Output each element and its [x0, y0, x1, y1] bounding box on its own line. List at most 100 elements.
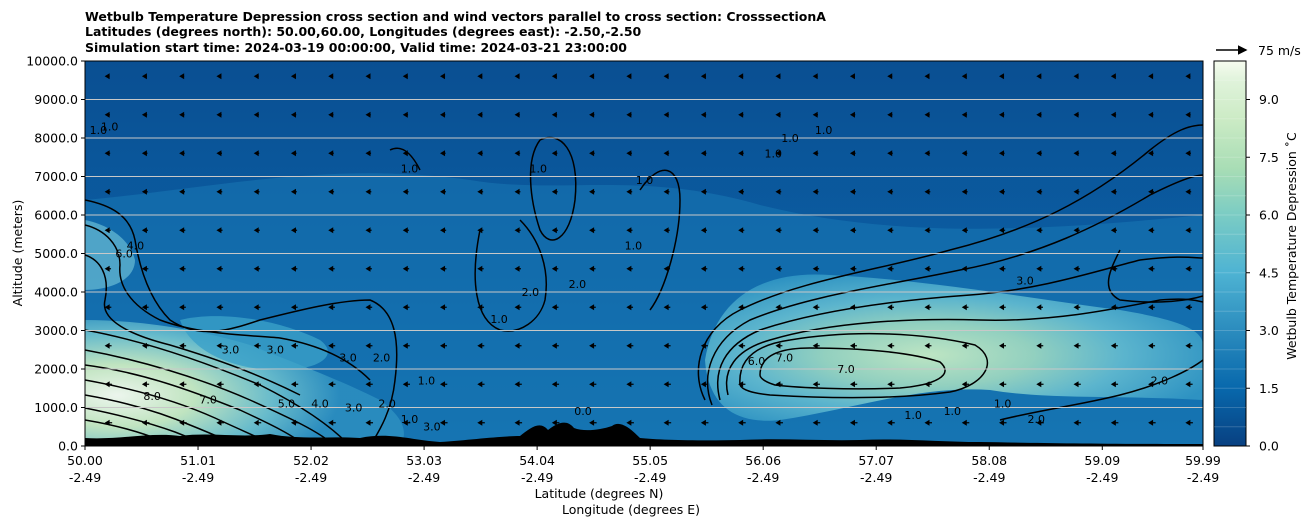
wind-vector [663, 304, 671, 311]
wind-vector [812, 265, 820, 272]
wind-vector [812, 150, 819, 157]
wind-vector [1110, 111, 1117, 118]
x-tick-label-lat: 57.07 [858, 453, 894, 468]
wind-vector [887, 188, 894, 195]
wind-vector [849, 150, 856, 157]
wind-vector [440, 381, 448, 388]
wind-vector [626, 227, 633, 234]
x-tick-label-lat: 50.00 [67, 453, 103, 468]
wind-vector [1148, 188, 1154, 195]
wind-vector [812, 342, 820, 349]
contour-label: 1.0 [815, 124, 833, 137]
wind-vector [999, 227, 1006, 234]
wind-vector [589, 304, 596, 311]
wind-vector [477, 265, 484, 272]
contour-label: 7.0 [199, 394, 217, 407]
wind-vector [514, 419, 523, 426]
wind-vector [738, 111, 744, 118]
wind-vector [849, 188, 856, 195]
wind-vector [1185, 419, 1193, 426]
wind-vector [849, 227, 857, 234]
contour-label: 3.0 [222, 344, 240, 357]
wind-vector [402, 342, 410, 349]
wind-vector [1036, 381, 1044, 388]
wind-vector [402, 73, 408, 80]
wind-vector [1148, 227, 1155, 234]
wind-vector [141, 227, 149, 234]
wind-vector [999, 304, 1006, 311]
contour-label: 2.0 [569, 278, 587, 291]
wind-vector [924, 227, 931, 234]
wind-vector [1185, 381, 1193, 388]
wind-vector [551, 342, 559, 349]
wind-vector [961, 419, 970, 426]
chart-title-line-1: Wetbulb Temperature Depression cross sec… [85, 9, 826, 24]
wind-vector [700, 419, 709, 426]
wind-vector [1148, 265, 1155, 272]
x-tick-label-lon: -2.49 [408, 470, 440, 485]
contour-label: 3.0 [339, 351, 357, 364]
wind-vector [887, 73, 893, 80]
wind-vector [999, 381, 1007, 388]
x-tick-label-lon: -2.49 [747, 470, 779, 485]
wind-vector [589, 111, 595, 118]
wind-vector [290, 304, 298, 311]
wind-vector [961, 150, 968, 157]
x-tick-label-lat: 56.06 [745, 453, 781, 468]
wind-vector [440, 419, 448, 426]
wind-vector [253, 227, 260, 234]
wind-vector [514, 342, 522, 349]
wind-vector [216, 304, 224, 311]
wind-vector [328, 188, 335, 195]
wind-vector [141, 381, 150, 388]
wind-vector [328, 342, 336, 349]
contour-label: 1.0 [401, 163, 419, 176]
wind-vector [1036, 265, 1043, 272]
wind-vector [290, 342, 298, 349]
wind-vector [365, 227, 372, 234]
wind-vector [700, 342, 708, 349]
colorbar-tick-label: 6.0 [1259, 208, 1279, 223]
wind-vector [104, 265, 112, 272]
wind-vector [887, 150, 893, 157]
wind-vector [253, 111, 259, 118]
wind-vector [626, 304, 634, 311]
wind-vector [328, 265, 335, 272]
wind-vector [700, 381, 709, 388]
wind-vector [216, 381, 224, 388]
wind-vector [328, 304, 335, 311]
wind-vector [290, 188, 297, 195]
wind-vector [104, 381, 112, 388]
wind-vector [775, 111, 781, 118]
wind-vector [104, 419, 113, 426]
wind-vector [104, 73, 110, 80]
wind-vector [290, 150, 297, 157]
wind-vector [216, 150, 222, 157]
wind-vector [849, 419, 858, 426]
contour-label: 1.0 [625, 240, 643, 253]
wind-vector [514, 227, 521, 234]
wind-vector [849, 73, 855, 80]
contour-label: 1.0 [636, 174, 654, 187]
x-tick-label-lon: -2.49 [1086, 470, 1118, 485]
wind-vector [1073, 188, 1080, 195]
wind-vector [1110, 265, 1118, 272]
contour-label: 3.0 [267, 344, 285, 357]
wind-vector [1036, 227, 1043, 234]
wind-vector [700, 73, 706, 80]
wind-vector [738, 265, 745, 272]
wind-vector [1036, 342, 1044, 349]
wind-vector-field [104, 73, 1193, 426]
contour-label: 2.0 [373, 351, 391, 364]
contour-label: 1.0 [529, 163, 547, 176]
wind-vector [477, 342, 485, 349]
wind-vector [849, 265, 857, 272]
wind-vector [1185, 111, 1191, 118]
wind-vector [1110, 381, 1119, 388]
wind-vector [849, 111, 856, 118]
wind-vector [477, 419, 485, 426]
wind-vector [216, 227, 223, 234]
wind-vector [700, 304, 708, 311]
y-tick-label: 9000.0 [34, 92, 78, 107]
